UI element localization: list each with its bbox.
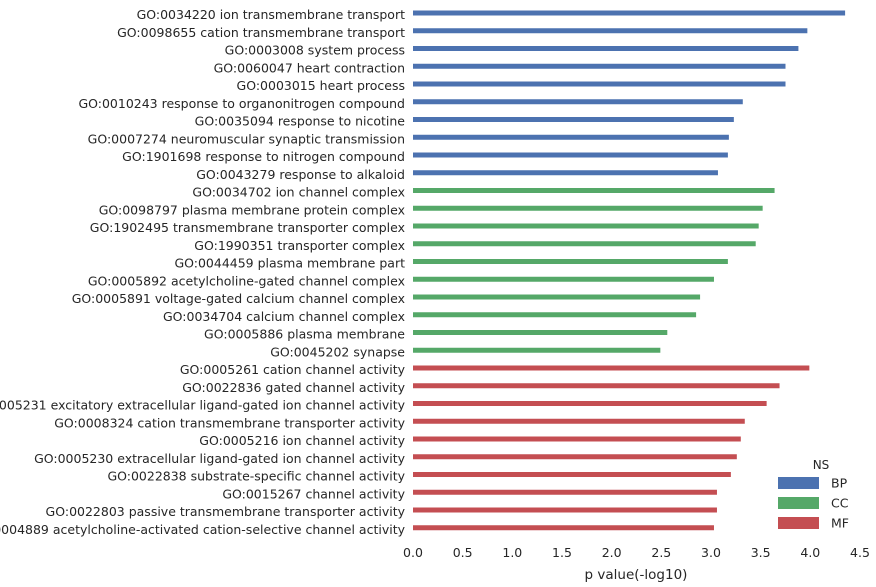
legend-title: NS <box>813 458 830 472</box>
legend: NS BP CC MF <box>778 458 849 531</box>
bar-15 <box>413 259 728 264</box>
category-label-5: GO:0003015 heart process <box>237 78 405 93</box>
category-label-3: GO:0003008 system process <box>225 43 405 58</box>
bar-21 <box>413 365 810 371</box>
x-tick-label-8: 3.5 <box>751 545 771 560</box>
category-label-30: GO:0004889 acetylcholine-activated catio… <box>0 522 406 537</box>
legend-swatch-bp <box>778 477 819 489</box>
bar-13 <box>413 223 759 229</box>
bar-25 <box>413 436 741 442</box>
category-label-20: GO:0045202 synapse <box>270 344 405 359</box>
x-tick-label-4: 1.5 <box>552 545 572 560</box>
category-label-26: GO:0005230 extracellular ligand-gated io… <box>34 451 406 466</box>
bar-17 <box>413 294 701 300</box>
bar-28 <box>413 489 717 495</box>
bar-3 <box>413 46 799 51</box>
bar-4 <box>413 63 786 69</box>
category-label-13: GO:1902495 transmembrane transporter com… <box>90 220 405 235</box>
category-label-8: GO:0007274 neuromuscular synaptic transm… <box>88 131 405 146</box>
x-tick-label-10: 4.5 <box>850 545 870 560</box>
bar-9 <box>413 152 728 158</box>
x-axis-title: p value(-log10) <box>585 567 688 583</box>
category-label-21: GO:0005261 cation channel activity <box>180 362 406 377</box>
category-label-28: GO:0015267 channel activity <box>222 486 405 501</box>
x-tick-label-1: 0.0 <box>403 545 423 560</box>
bar-18 <box>413 312 697 318</box>
category-label-1: GO:0034220 ion transmembrane transport <box>137 7 406 22</box>
legend-swatch-cc <box>778 497 819 509</box>
x-tick-label-6: 2.5 <box>651 545 671 560</box>
x-tick-label-2: 0.5 <box>453 545 473 560</box>
bar-14 <box>413 241 756 247</box>
bar-29 <box>413 507 717 513</box>
bar-24 <box>413 418 745 424</box>
legend-label-mf: MF <box>831 516 849 531</box>
bar-16 <box>413 276 714 282</box>
category-label-15: GO:0044459 plasma membrane part <box>174 256 405 271</box>
bar-27 <box>413 472 731 477</box>
bar-5 <box>413 81 786 87</box>
x-tick-label-7: 3.0 <box>701 545 721 560</box>
bar-7 <box>413 117 734 122</box>
category-label-7: GO:0035094 response to nicotine <box>195 114 406 129</box>
category-label-2: GO:0098655 cation transmembrane transpor… <box>117 25 405 40</box>
legend-swatch-mf <box>778 517 819 529</box>
x-tick-label-5: 2.0 <box>602 545 622 560</box>
category-label-25: GO:0005216 ion channel activity <box>199 433 405 448</box>
category-label-4: GO:0060047 heart contraction <box>214 60 405 75</box>
category-label-11: GO:0034702 ion channel complex <box>192 185 405 200</box>
bar-10 <box>413 170 718 176</box>
category-label-10: GO:0043279 response to alkaloid <box>196 167 405 182</box>
category-label-16: GO:0005892 acetylcholine-gated channel c… <box>88 273 405 288</box>
category-label-9: GO:1901698 response to nitrogen compound <box>122 149 405 164</box>
bar-20 <box>413 347 661 353</box>
category-label-12: GO:0098797 plasma membrane protein compl… <box>99 202 405 217</box>
bar-26 <box>413 454 737 460</box>
bar-23 <box>413 401 767 406</box>
bar-6 <box>413 99 743 105</box>
category-label-14: GO:1990351 transporter complex <box>194 238 405 253</box>
category-label-22: GO:0022836 gated channel activity <box>182 380 405 395</box>
bar-11 <box>413 188 775 193</box>
bar-1 <box>413 10 846 16</box>
bars-layer <box>413 10 846 531</box>
bar-12 <box>413 205 763 211</box>
x-axis-ticks: 0.0 0.5 1.0 1.5 2.0 2.5 3.0 3.5 4.0 4.5 <box>403 545 870 560</box>
legend-label-bp: BP <box>831 476 848 491</box>
bar-8 <box>413 134 729 140</box>
category-label-19: GO:0005886 plasma membrane <box>204 327 405 342</box>
category-label-17: GO:0005891 voltage-gated calcium channel… <box>72 291 405 306</box>
x-tick-label-3: 1.0 <box>502 545 522 560</box>
x-tick-label-9: 4.0 <box>800 545 820 560</box>
legend-label-cc: CC <box>831 496 849 511</box>
bar-19 <box>413 330 668 335</box>
bar-22 <box>413 383 780 389</box>
legend-entries: BP CC MF <box>778 476 849 531</box>
category-labels: GO:0034220 ion transmembrane transport GO… <box>0 7 406 537</box>
category-label-27: GO:0022838 substrate-specific channel ac… <box>107 469 405 484</box>
bar-30 <box>413 525 714 531</box>
category-label-29: GO:0022803 passive transmembrane transpo… <box>46 504 406 519</box>
category-label-23: GO:0005231 excitatory extracellular liga… <box>0 398 406 413</box>
category-label-6: GO:0010243 response to organonitrogen co… <box>78 96 405 111</box>
bar-2 <box>413 28 808 34</box>
category-label-24: GO:0008324 cation transmembrane transpor… <box>54 415 405 430</box>
category-label-18: GO:0034704 calcium channel complex <box>163 309 405 324</box>
